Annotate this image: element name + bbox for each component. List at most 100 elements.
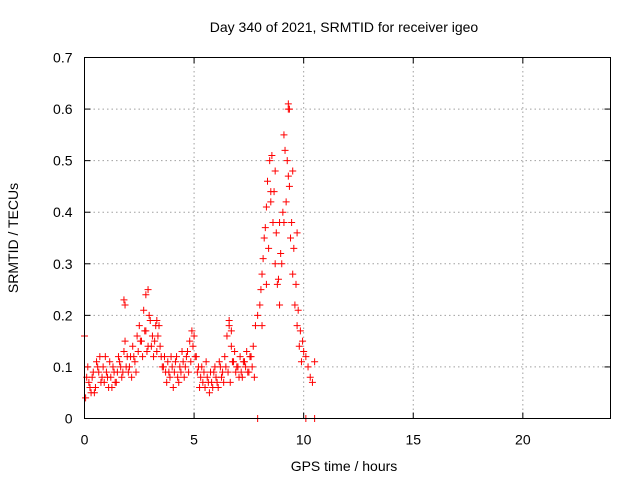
- data-point: [134, 347, 142, 355]
- data-point: [237, 368, 245, 376]
- data-point: [254, 311, 262, 319]
- data-point: [175, 378, 183, 386]
- data-point: [95, 368, 103, 376]
- data-point: [222, 363, 230, 371]
- data-point: [93, 358, 101, 366]
- data-point: [171, 358, 179, 366]
- data-point: [261, 224, 269, 232]
- data-point: [117, 363, 125, 371]
- data-point: [116, 358, 124, 366]
- data-point: [153, 317, 161, 325]
- data-point: [168, 363, 176, 371]
- data-point: [260, 234, 268, 242]
- data-point: [278, 260, 286, 268]
- data-point: [86, 384, 94, 392]
- data-point: [196, 384, 204, 392]
- data-point: [257, 286, 265, 294]
- data-point: [133, 332, 141, 340]
- data-point: [112, 378, 120, 386]
- data-point: [82, 394, 90, 402]
- data-point: [188, 327, 196, 335]
- data-point: [190, 332, 198, 340]
- data-point: [242, 363, 250, 371]
- data-point: [271, 260, 279, 268]
- data-point: [269, 219, 277, 227]
- tick-layer: 0 0.1 0.2 0.3 0.4 0.5 0.6 0.7 0 5 10 15 20: [53, 50, 611, 448]
- data-point: [224, 368, 232, 376]
- data-point: [265, 244, 273, 252]
- data-point: [293, 322, 301, 330]
- data-point: [104, 373, 112, 381]
- data-point: [294, 306, 302, 314]
- data-point: [114, 353, 122, 361]
- data-point: [215, 358, 223, 366]
- data-point: [259, 255, 267, 263]
- data-point: [203, 373, 211, 381]
- y-axis-label: SRMTID / TECUs: [5, 183, 21, 293]
- data-point: [207, 368, 215, 376]
- data-point: [136, 337, 144, 345]
- data-point: [101, 353, 109, 361]
- x-tick-label: 15: [405, 432, 421, 448]
- data-point: [306, 373, 314, 381]
- x-axis-label: GPS time / hours: [291, 458, 398, 474]
- data-point: [251, 322, 259, 330]
- data-point: [236, 353, 244, 361]
- data-point: [295, 342, 303, 350]
- data-point: [220, 378, 228, 386]
- data-point: [166, 373, 174, 381]
- data-point: [282, 198, 290, 206]
- data-point: [146, 317, 154, 325]
- y-tick-label: 0.7: [53, 50, 73, 66]
- data-point: [99, 363, 107, 371]
- data-point: [213, 378, 221, 386]
- data-point: [272, 229, 280, 237]
- data-point: [264, 177, 272, 185]
- data-point: [156, 342, 164, 350]
- data-point: [274, 275, 282, 283]
- data-point: [142, 291, 150, 299]
- data-point: [231, 347, 239, 355]
- data-point: [297, 358, 305, 366]
- data-point: [102, 368, 110, 376]
- data-point: [131, 358, 139, 366]
- data-point: [235, 373, 243, 381]
- data-point: [266, 157, 274, 165]
- data-point: [291, 301, 299, 309]
- data-point: [292, 280, 300, 288]
- data-point: [178, 347, 186, 355]
- data-point: [223, 332, 231, 340]
- data-point: [283, 157, 291, 165]
- data-point: [185, 368, 193, 376]
- data-point: [121, 337, 129, 345]
- data-point: [250, 373, 258, 381]
- data-point: [164, 358, 172, 366]
- data-point: [109, 363, 117, 371]
- data-point: [211, 363, 219, 371]
- data-point: [163, 378, 171, 386]
- data-point: [239, 358, 247, 366]
- data-point: [288, 219, 296, 227]
- data-point: [97, 378, 105, 386]
- data-point: [121, 301, 129, 309]
- data-point: [258, 322, 266, 330]
- data-point: [144, 286, 152, 294]
- data-point: [299, 337, 307, 345]
- data-point: [182, 353, 190, 361]
- data-point: [284, 172, 292, 180]
- data-point: [187, 358, 195, 366]
- grid-layer: [84, 57, 611, 419]
- data-point: [227, 327, 235, 335]
- data-point: [308, 378, 316, 386]
- data-point: [88, 373, 96, 381]
- data-point: [233, 363, 241, 371]
- x-tick-label: 0: [81, 432, 89, 448]
- data-point: [129, 342, 137, 350]
- data-point: [191, 353, 199, 361]
- data-point: [108, 384, 116, 392]
- data-point: [268, 151, 276, 159]
- data-point: [176, 363, 184, 371]
- data-point: [256, 301, 264, 309]
- data-point: [145, 311, 153, 319]
